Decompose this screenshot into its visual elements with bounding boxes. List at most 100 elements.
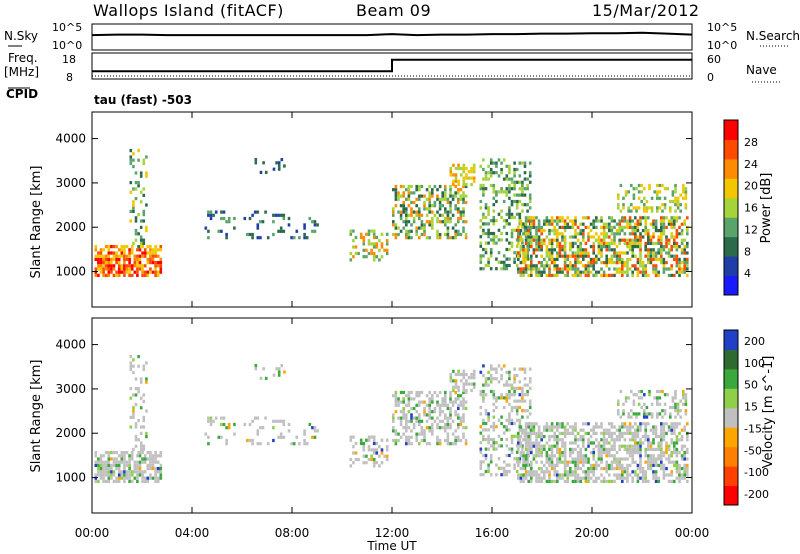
range-cell: [540, 476, 543, 480]
range-cell: [457, 207, 460, 211]
range-cell: [428, 406, 431, 411]
range-cell: [526, 389, 529, 394]
range-cell: [510, 235, 514, 239]
range-cell: [407, 213, 411, 217]
colorbar-tick-label: 100: [744, 357, 765, 370]
range-cell: [444, 426, 447, 430]
range-cell: [636, 441, 640, 445]
range-cell: [407, 410, 411, 414]
range-cell: [462, 213, 465, 217]
range-cell: [349, 251, 353, 256]
range-cell: [665, 245, 668, 249]
range-cell: [613, 241, 616, 245]
range-cell: [537, 219, 541, 223]
range-cell: [495, 370, 498, 374]
range-cell: [654, 222, 658, 226]
range-cell: [518, 405, 522, 410]
range-cell: [608, 257, 611, 261]
range-cell: [654, 479, 658, 483]
range-cell: [99, 251, 103, 255]
range-cell: [576, 254, 580, 258]
range-cell: [524, 248, 528, 252]
range-cell: [457, 220, 460, 224]
range-cell: [602, 467, 606, 471]
range-cell: [649, 454, 653, 458]
range-cell: [654, 273, 658, 277]
range-cell: [608, 431, 611, 435]
range-cell: [683, 467, 686, 471]
range-cell: [141, 267, 144, 271]
beam-label: Beam 09: [356, 1, 431, 20]
range-cell: [522, 267, 525, 271]
range-cell: [561, 225, 564, 229]
range-cell: [636, 229, 640, 233]
range-cell: [648, 183, 651, 188]
range-cell: [537, 444, 541, 448]
range-cell: [519, 222, 523, 226]
range-cell: [313, 223, 317, 227]
range-cell: [680, 270, 684, 274]
range-cell: [605, 438, 608, 442]
range-cell: [423, 438, 426, 443]
range-cell: [425, 197, 429, 201]
range-cell: [579, 476, 582, 480]
range-cell: [532, 216, 536, 220]
range-cell: [380, 451, 384, 455]
range-cell: [667, 273, 671, 277]
range-cell: [618, 225, 621, 229]
range-cell: [508, 412, 511, 416]
range-cell: [682, 183, 685, 188]
range-cell: [597, 270, 601, 274]
range-cell: [367, 438, 371, 442]
range-cell: [418, 413, 421, 417]
range-cell: [451, 213, 455, 217]
range-cell: [402, 204, 405, 208]
range-cell: [125, 267, 129, 271]
range-cell: [623, 216, 627, 220]
range-cell: [370, 248, 373, 252]
range-cell: [515, 409, 519, 413]
range-cell: [571, 428, 575, 432]
range-cell: [571, 235, 575, 239]
range-cell: [438, 232, 442, 237]
range-cell: [120, 470, 124, 474]
range-cell: [497, 466, 501, 470]
range-cell: [484, 187, 488, 191]
range-cell: [579, 241, 582, 245]
range-cell: [657, 454, 660, 458]
range-cell: [673, 235, 676, 239]
range-cell: [405, 442, 408, 446]
range-cell: [561, 267, 564, 271]
range-cell: [423, 400, 426, 404]
range-cell: [540, 431, 543, 435]
range-cell: [641, 267, 645, 271]
range-cell: [444, 223, 447, 227]
range-cell: [566, 473, 569, 477]
range-cell: [587, 254, 590, 258]
range-cell: [630, 183, 633, 188]
range-cell: [600, 431, 603, 435]
range-cell: [518, 367, 522, 371]
range-cell: [582, 229, 585, 233]
range-cell: [576, 273, 580, 277]
range-cell: [482, 158, 485, 162]
range-cell: [535, 441, 538, 445]
range-cell: [674, 196, 677, 200]
range-cell: [142, 158, 146, 162]
xtick-label: 00:00: [675, 526, 710, 540]
range-cell: [117, 460, 121, 464]
range-cell: [652, 267, 655, 271]
range-cell: [610, 225, 614, 229]
range-cell: [94, 257, 98, 261]
range-cell: [449, 200, 452, 205]
range-cell: [94, 273, 98, 277]
range-cell: [631, 232, 634, 236]
range-cell: [670, 473, 673, 477]
range-cell: [222, 416, 226, 420]
range-cell: [117, 248, 121, 252]
range-cell: [595, 261, 598, 265]
range-cell: [397, 197, 400, 201]
range-cell: [142, 193, 146, 197]
range-cell: [602, 225, 606, 229]
range-cell: [352, 451, 355, 455]
